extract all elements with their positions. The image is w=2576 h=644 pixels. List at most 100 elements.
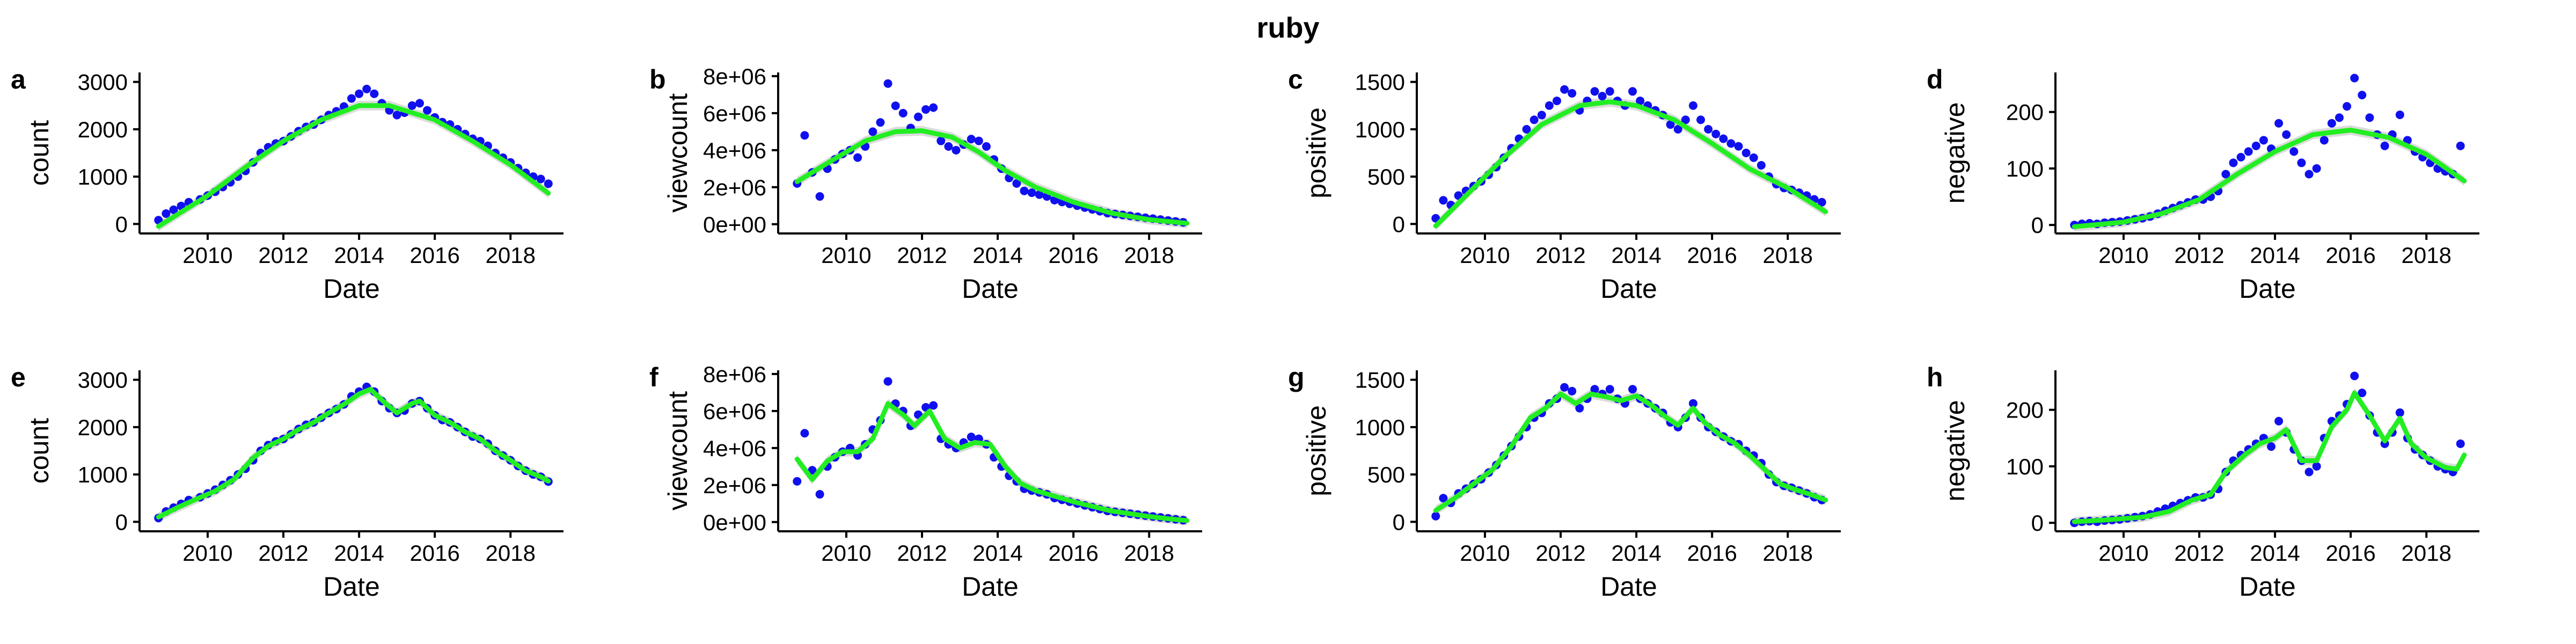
data-point [944,142,953,151]
panel-d: d 0 100 200 2010 2012 2014 2016 2018 Date negative [1927,64,2479,304]
y-tick-label: 6e+06 [703,101,766,126]
y-tick-label: 8e+06 [703,64,766,89]
confidence-band [2074,388,2464,527]
x-tick-label: 2010 [182,540,232,566]
x-tick-label: 2016 [1687,243,1737,268]
x-axis-title: Date [323,572,380,602]
x-tick-label: 2010 [821,243,871,268]
y-tick-label: 1000 [1355,415,1405,440]
smoothed-line [2072,127,2467,229]
data-point [1636,96,1645,105]
data-point [1552,96,1561,105]
data-point [982,142,991,151]
panel-letter: e [11,362,26,392]
y-tick-label: 3000 [78,70,128,95]
y-axis-title: count [24,418,54,484]
y-tick-label: 1000 [78,164,128,189]
data-point [1590,385,1599,394]
panel-letter: a [11,64,26,94]
y-tick-label: 1000 [78,462,128,487]
data-point [1726,139,1736,148]
data-point [793,477,802,486]
x-tick-label: 2012 [258,243,308,268]
y-tick-label: 3000 [78,368,128,393]
data-point [423,106,432,115]
data-point [2259,136,2268,145]
x-axis-title: Date [1600,572,1657,602]
x-axis-title: Date [962,572,1019,602]
y-tick-label: 4e+06 [703,138,766,163]
data-point [808,466,817,475]
data-point [2312,164,2321,173]
y-tick-label: 100 [2006,156,2044,181]
data-point [169,205,178,214]
data-point [2244,147,2253,156]
data-point [1560,383,1569,392]
data-point [544,179,553,188]
x-tick-label: 2012 [897,243,947,268]
x-tick-label: 2010 [2098,243,2148,268]
data-point [936,136,946,145]
x-tick-label: 2012 [258,540,308,566]
y-tick-label: 1500 [1355,70,1405,95]
data-point [868,127,877,136]
figure-title: ruby [1256,12,1319,44]
x-tick-label: 2012 [1535,540,1585,566]
data-point [2312,462,2321,471]
data-point [1688,399,1697,408]
data-point [2350,74,2359,83]
x-tick-label: 2018 [1763,540,1813,566]
confidence-band [158,100,548,231]
x-tick-label: 2014 [334,243,384,268]
data-point [800,131,809,140]
x-tick-label: 2010 [2098,540,2148,566]
x-axis-title: Date [2239,274,2296,304]
x-tick-label: 2016 [1048,243,1098,268]
data-point [1734,142,1743,151]
x-tick-label: 2014 [1611,540,1661,566]
data-point [1537,111,1546,120]
data-point [2456,141,2465,150]
y-tick-label: 4e+06 [703,436,766,461]
x-tick-label: 2010 [821,540,871,566]
panel-g: g 0 500 1000 1500 2010 2012 2014 2016 2018 Date pos… [1288,362,1841,602]
data-point [2335,113,2344,122]
data-point [370,89,379,98]
data-point [1568,386,1577,396]
data-point [2456,439,2465,448]
data-point [407,101,416,110]
panel-letter: f [649,362,658,392]
confidence-band [1436,389,1826,516]
data-point [1590,87,1599,96]
smoothed-line [156,386,551,520]
data-point [1522,125,1531,134]
y-axis-title: positive [1301,405,1331,496]
data-point [1741,149,1751,157]
y-tick-label: 0e+00 [703,510,766,535]
data-point [362,84,371,93]
data-point [967,433,976,442]
panel-a: a 0 1000 2000 3000 2010 2012 2014 2016 2018 Date co… [11,64,564,304]
y-axis-title: viewcount [663,391,693,510]
data-point [2395,408,2404,417]
data-point [974,136,983,145]
data-point [952,145,961,155]
data-point [2289,147,2299,156]
y-tick-label: 200 [2006,100,2044,125]
data-point [929,103,938,112]
data-point [2267,442,2276,451]
y-tick-label: 1000 [1355,117,1405,142]
data-point [1431,511,1440,521]
x-axis-title: Date [323,274,380,304]
confidence-band [797,126,1187,229]
data-point [415,99,424,108]
smoothed-line [2072,390,2467,524]
data-point [1575,404,1584,413]
data-point [921,105,931,114]
data-point [1605,385,1614,394]
y-tick-label: 100 [2006,454,2044,479]
smoothed-line [1433,391,1828,513]
data-point [1817,197,1826,207]
